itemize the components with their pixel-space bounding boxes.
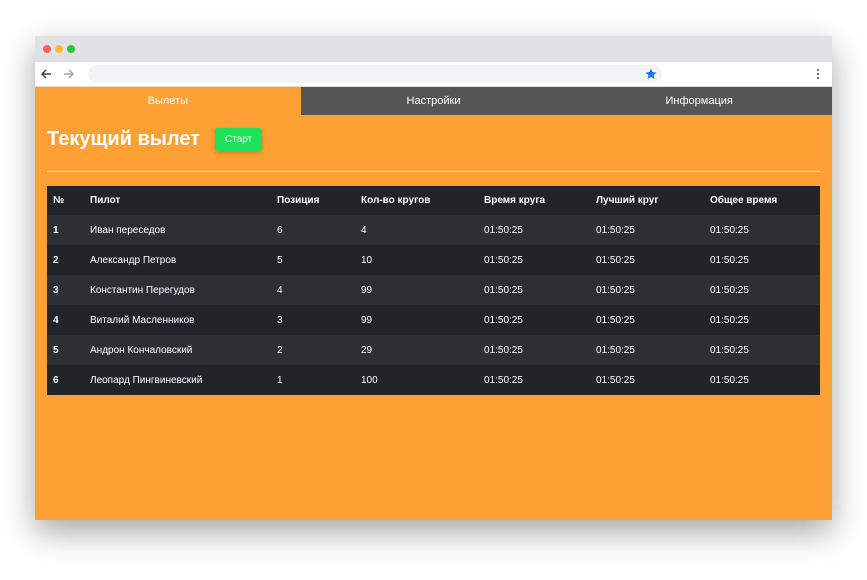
- table-cell: Константин Перегудов: [84, 275, 271, 305]
- table-cell: 01:50:25: [704, 215, 820, 245]
- table-cell: 100: [355, 365, 478, 395]
- table-cell: Леопард Пингвиневский: [84, 365, 271, 395]
- table-cell: 01:50:25: [704, 305, 820, 335]
- minimize-button[interactable]: [55, 45, 63, 53]
- table-cell: 01:50:25: [590, 305, 704, 335]
- tab[interactable]: Настройки: [300, 87, 567, 115]
- table-row: 1 Иван переседов 6 4 01:50:25 01:50:25 01:50:2…: [47, 215, 820, 245]
- table-cell: 2: [271, 335, 355, 365]
- table-cell: 1: [47, 215, 84, 245]
- table-cell: 4: [355, 215, 478, 245]
- table-row: 6 Леопард Пингвиневский 1 100 01:50:25 01:50:…: [47, 365, 820, 395]
- table-cell: Александр Петров: [84, 245, 271, 275]
- table-cell: 5: [271, 245, 355, 275]
- heading: Текущий вылет: [47, 128, 200, 150]
- bookmark-star[interactable]: [645, 68, 657, 80]
- table-cell: 01:50:25: [590, 215, 704, 245]
- address-bar[interactable]: [88, 65, 662, 83]
- column-header: Время круга: [478, 186, 590, 215]
- table-cell: 2: [47, 245, 84, 275]
- title-bar: [35, 36, 832, 62]
- toolbar-icons: [40, 69, 819, 79]
- back-button[interactable]: [40, 69, 51, 79]
- results-table: № Пилот Позиция Кол-во кругов Время круга Луч…: [47, 186, 820, 395]
- table-row: 5 Андрон Кончаловский 2 29 01:50:25 01:50:25 0…: [47, 335, 820, 365]
- table-row: 3 Константин Перегудов 4 99 01:50:25 01:50:25…: [47, 275, 820, 305]
- column-header: №: [47, 186, 84, 215]
- column-header: Общее время: [704, 186, 820, 215]
- browser-window: Вылеты Настройки Информация Текущий вылет …: [35, 36, 832, 520]
- table-cell: 01:50:25: [478, 365, 590, 395]
- start-button[interactable]: Старт: [214, 128, 263, 151]
- table-cell: 10: [355, 245, 478, 275]
- forward-button[interactable]: [64, 69, 75, 79]
- column-header: Кол-во кругов: [355, 186, 478, 215]
- divider: [47, 171, 820, 172]
- column-header: Лучший круг: [590, 186, 704, 215]
- table-cell: 01:50:25: [590, 275, 704, 305]
- table-row: 4 Виталий Масленников 3 99 01:50:25 01:50:25 0…: [47, 305, 820, 335]
- table-cell: 5: [47, 335, 84, 365]
- maximize-button[interactable]: [67, 45, 75, 53]
- menu-button[interactable]: [817, 69, 819, 71]
- table-cell: 6: [271, 215, 355, 245]
- table-cell: 01:50:25: [590, 245, 704, 275]
- tab-bar: Вылеты Настройки Информация: [35, 87, 832, 115]
- table-row: 2 Александр Петров 5 10 01:50:25 01:50:25 01:5…: [47, 245, 820, 275]
- menu-button[interactable]: [817, 73, 819, 75]
- table-cell: 6: [47, 365, 84, 395]
- table-cell: 01:50:25: [478, 245, 590, 275]
- table-cell: 4: [271, 275, 355, 305]
- menu-button[interactable]: [817, 77, 819, 79]
- tab[interactable]: Информация: [566, 87, 832, 115]
- table-cell: 01:50:25: [478, 275, 590, 305]
- table-cell: 01:50:25: [478, 335, 590, 365]
- table-cell: 4: [47, 305, 84, 335]
- table-cell: 99: [355, 275, 478, 305]
- header: Текущий вылет Старт: [47, 128, 263, 151]
- toolbar: [35, 62, 832, 87]
- table-cell: 01:50:25: [704, 365, 820, 395]
- table-cell: 99: [355, 305, 478, 335]
- table-cell: 01:50:25: [478, 305, 590, 335]
- table-cell: 29: [355, 335, 478, 365]
- table-cell: 01:50:25: [704, 335, 820, 365]
- header-row: № Пилот Позиция Кол-во кругов Время круга Луч…: [47, 186, 820, 215]
- table-cell: 01:50:25: [478, 215, 590, 245]
- table-cell: Иван переседов: [84, 215, 271, 245]
- close-button[interactable]: [43, 45, 51, 53]
- column-header: Пилот: [84, 186, 271, 215]
- tab[interactable]: Вылеты: [35, 87, 301, 115]
- table-cell: Виталий Масленников: [84, 305, 271, 335]
- table-cell: Андрон Кончаловский: [84, 335, 271, 365]
- table-cell: 01:50:25: [590, 335, 704, 365]
- table-cell: 01:50:25: [590, 365, 704, 395]
- table-cell: 3: [271, 305, 355, 335]
- table-cell: 1: [271, 365, 355, 395]
- table-cell: 3: [47, 275, 84, 305]
- table-cell: 01:50:25: [704, 245, 820, 275]
- table-cell: 01:50:25: [704, 275, 820, 305]
- column-header: Позиция: [271, 186, 355, 215]
- table-body: 1 Иван переседов 6 4 01:50:25 01:50:25 01:50:2…: [47, 215, 820, 395]
